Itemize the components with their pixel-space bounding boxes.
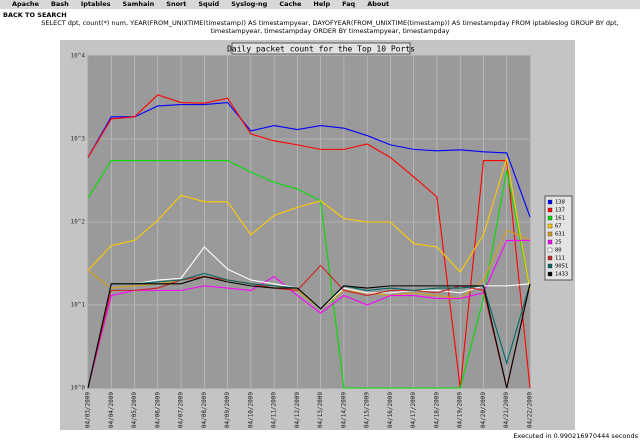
x-tick-label: 04/21/2009 (503, 392, 510, 429)
x-tick-label: 04/20/2009 (480, 392, 487, 429)
x-tick-label: 04/16/2009 (387, 392, 394, 429)
y-tick-label: 10^3 (71, 136, 86, 143)
nav-item[interactable]: Help (313, 0, 331, 8)
legend-swatch (547, 223, 553, 229)
nav-item[interactable]: Squid (198, 0, 220, 8)
x-tick-label: 04/04/2009 (108, 392, 115, 429)
x-tick-label: 04/09/2009 (224, 392, 231, 429)
x-tick-label: 04/14/2009 (340, 392, 347, 429)
footer: Executed in 0.990216970444 seconds (513, 432, 638, 440)
legend-label: 80 (555, 248, 562, 254)
x-tick-label: 04/18/2009 (433, 392, 440, 429)
title-box (231, 42, 411, 55)
nav-item[interactable]: Bash (50, 0, 69, 8)
legend-label: 137 (555, 208, 565, 214)
legend-label: 1433 (555, 272, 568, 278)
y-tick-label: 10^0 (71, 385, 86, 392)
x-tick-label: 04/03/2009 (85, 392, 92, 429)
nav-bar: Apache Bash Iptables Samhain Snort Squid Syslo… (0, 0, 640, 9)
query-text: SELECT dpt, count(*) num, YEAR(FROM_UNIX… (41, 19, 619, 35)
nav-item[interactable]: Iptables (80, 0, 111, 8)
x-tick-label: 04/13/2009 (317, 392, 324, 429)
legend-label: 9051 (555, 264, 568, 270)
legend-swatch (547, 263, 553, 269)
legend-swatch (547, 207, 553, 213)
x-tick-label: 04/11/2009 (271, 392, 278, 429)
nav-item[interactable]: Samhain (122, 0, 155, 8)
x-tick-label: 04/07/2009 (178, 392, 185, 429)
legend-label: 161 (555, 216, 565, 222)
x-tick-label: 04/22/2009 (527, 392, 534, 429)
legend-swatch (547, 231, 553, 237)
y-tick-label: 10^4 (71, 53, 86, 60)
nav-item[interactable]: Snort (166, 0, 187, 8)
nav-item[interactable]: Syslog-ng (231, 0, 268, 8)
y-tick-label: 10^2 (71, 219, 86, 226)
nav-item[interactable]: Cache (279, 0, 302, 8)
legend-label: 25 (555, 240, 562, 246)
x-tick-label: 04/17/2009 (410, 392, 417, 429)
series-line (87, 159, 531, 389)
nav-item[interactable]: About (367, 0, 390, 8)
series-line (87, 264, 531, 389)
series-line (87, 157, 531, 291)
back-link[interactable]: BACK TO SEARCH (3, 11, 67, 19)
series-line (87, 239, 530, 389)
nav-item[interactable]: Apache (12, 0, 39, 8)
legend-swatch (547, 247, 553, 253)
series-line (87, 101, 531, 218)
series-line (87, 276, 531, 389)
nav-item[interactable]: Faq (342, 0, 356, 8)
legend-swatch (547, 239, 553, 245)
x-tick-label: 04/05/2009 (131, 392, 138, 429)
legend-swatch (547, 215, 553, 221)
legend-label: 111 (555, 256, 565, 262)
x-tick-label: 04/10/2009 (247, 392, 254, 429)
series-line (87, 94, 531, 389)
x-tick-label: 04/19/2009 (457, 392, 464, 429)
legend-label: 631 (555, 232, 565, 238)
legend-swatch (547, 199, 553, 205)
x-tick-label: 04/06/2009 (154, 392, 161, 429)
legend-label: 67 (555, 224, 562, 230)
x-tick-label: 04/08/2009 (201, 392, 208, 429)
x-tick-label: 04/15/2009 (364, 392, 371, 429)
x-tick-label: 04/12/2009 (294, 392, 301, 429)
legend-label: 138 (555, 200, 565, 206)
chart-title: Daily packet count for the Top 10 Ports (227, 45, 415, 54)
legend-swatch (547, 271, 553, 277)
legend-swatch (547, 255, 553, 261)
y-tick-label: 10^1 (71, 302, 86, 309)
